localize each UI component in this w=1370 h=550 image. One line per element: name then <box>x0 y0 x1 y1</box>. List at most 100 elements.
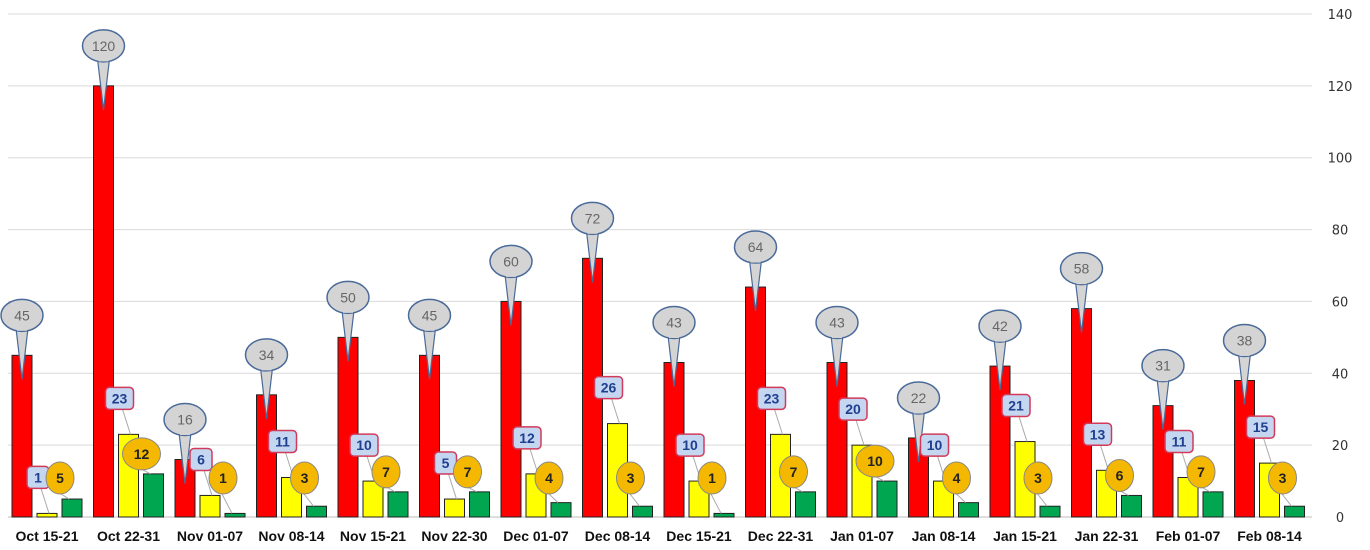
x-axis-labels: Oct 15-21 Oct 22-31 Nov 01-07 Nov 08-14 Nov … <box>15 528 1302 544</box>
callout-bubble <box>1059 251 1104 286</box>
data-label: 21 <box>1008 398 1024 414</box>
data-label: 11 <box>1172 433 1187 449</box>
data-label-box <box>756 386 787 411</box>
data-label: 7 <box>464 464 472 480</box>
data-label-ellipse <box>855 444 895 478</box>
callout-bubble <box>1222 323 1267 358</box>
data-label-box <box>267 429 298 454</box>
bar <box>419 354 440 518</box>
data-label: 6 <box>1116 467 1124 483</box>
bar <box>224 512 246 518</box>
data-label-ellipse <box>616 461 645 495</box>
data-label: 7 <box>1197 464 1205 480</box>
data-label-box <box>1164 429 1194 454</box>
data-label-ellipse <box>371 455 401 489</box>
data-label: 5 <box>442 455 450 471</box>
data-label: 43 <box>829 315 845 331</box>
y-tick-label: 20 <box>1332 439 1349 454</box>
data-label: 13 <box>1090 426 1106 442</box>
callout-bubble <box>0 298 44 333</box>
data-label-box <box>675 433 705 457</box>
data-label: 3 <box>1034 470 1042 486</box>
data-label-box <box>838 397 868 421</box>
data-label: 12 <box>519 430 535 446</box>
data-label: 64 <box>748 239 764 255</box>
data-label: 43 <box>666 315 682 331</box>
bar <box>61 498 83 518</box>
callout-bubble <box>896 381 941 415</box>
bar <box>469 491 490 518</box>
callout-bubble <box>652 305 696 340</box>
bar <box>337 336 359 518</box>
bar <box>1121 494 1142 518</box>
x-tick-label: Nov 08-14 <box>258 528 324 544</box>
data-label: 58 <box>1074 261 1090 277</box>
callout-bubble <box>489 244 533 279</box>
bar <box>387 491 409 518</box>
data-label-ellipse <box>122 437 161 471</box>
data-label: 72 <box>585 210 601 226</box>
y-tick-label: 120 <box>1328 80 1353 95</box>
x-tick-label: Oct 15-21 <box>15 528 78 544</box>
bar <box>958 502 979 518</box>
y-tick-label: 60 <box>1332 295 1349 310</box>
x-tick-label: Jan 15-21 <box>993 528 1057 544</box>
bar <box>1202 491 1224 518</box>
data-label: 1 <box>34 469 42 485</box>
bar <box>143 473 164 518</box>
x-tick-label: Nov 22-30 <box>421 528 487 544</box>
data-label: 120 <box>92 38 116 54</box>
label-leader <box>1263 437 1272 464</box>
data-label: 22 <box>911 390 927 406</box>
data-label-ellipse <box>942 461 971 495</box>
data-label: 7 <box>790 464 798 480</box>
data-label: 12 <box>134 446 150 462</box>
data-label: 15 <box>1253 419 1269 435</box>
data-label-box <box>593 375 624 400</box>
x-tick-label: Jan 08-14 <box>912 528 976 544</box>
bar <box>713 512 735 518</box>
data-label-ellipse <box>1268 461 1297 495</box>
data-label: 4 <box>545 470 553 486</box>
callout-bubble <box>815 305 859 340</box>
y-tick-label: 100 <box>1328 152 1353 167</box>
data-label: 4 <box>953 470 961 486</box>
callout-bubble <box>1141 348 1185 383</box>
gridlines <box>8 13 1312 518</box>
data-label-ellipse <box>1105 458 1134 492</box>
data-label: 20 <box>845 401 861 417</box>
label-leader <box>1100 445 1109 471</box>
data-label-box <box>349 433 379 457</box>
callout-bubble <box>81 29 126 63</box>
bar <box>550 502 572 518</box>
label-leader <box>611 398 620 424</box>
data-label: 50 <box>340 289 356 305</box>
data-label: 6 <box>197 451 205 467</box>
y-tick-label: 140 <box>1328 8 1353 23</box>
bar <box>306 505 327 518</box>
bar <box>500 300 522 518</box>
data-label-box <box>1001 393 1031 418</box>
label-leader <box>774 409 783 435</box>
data-label-ellipse <box>1186 455 1216 489</box>
callout-bubble <box>163 402 207 437</box>
data-label: 23 <box>112 390 128 406</box>
data-label-ellipse <box>290 461 319 495</box>
data-label: 1 <box>708 470 716 486</box>
data-label: 3 <box>627 470 635 486</box>
callout-bubble <box>326 280 370 315</box>
x-tick-label: Dec 01-07 <box>503 528 569 544</box>
y-tick-label: 80 <box>1332 224 1349 239</box>
data-label-ellipse <box>779 455 808 489</box>
data-label: 26 <box>601 380 617 396</box>
bar <box>795 491 816 518</box>
data-label-ellipse <box>45 461 75 495</box>
bar <box>93 85 114 518</box>
data-label-ellipse <box>697 461 727 495</box>
data-label: 42 <box>992 318 1008 334</box>
data-label: 10 <box>682 437 698 453</box>
data-label: 10 <box>867 453 883 469</box>
callout-bubble <box>978 309 1022 343</box>
